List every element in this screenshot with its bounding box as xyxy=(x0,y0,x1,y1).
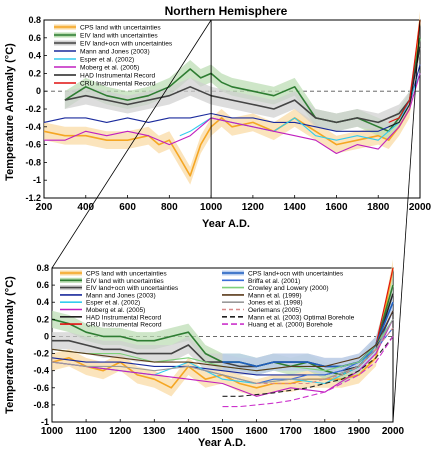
y-tick-label-bottom: 0.8 xyxy=(36,263,49,273)
y-tick-label-top: -0.4 xyxy=(25,122,41,132)
series-line-mann-and-jones-2003-top xyxy=(43,64,421,132)
legend-label-eiv-land-ocn-with-uncertainties-top: EIV land+ocn with uncertainties xyxy=(80,41,173,48)
series-line-cru-instrumental-record-top xyxy=(388,19,421,123)
series-line-eiv-land-ocn-with-uncertainties-top xyxy=(64,46,421,124)
x-tick-label-bottom: 1400 xyxy=(177,426,200,437)
legend-label-eiv-land-with-uncertainties-top: EIV land with uncertainties xyxy=(80,33,158,40)
x-tick-label-top: 1400 xyxy=(284,202,307,213)
y-tick-label-top: -1.2 xyxy=(25,193,41,203)
band-eiv-land-ocn-with-uncertainties-bottom xyxy=(52,285,393,375)
band-cps-land-with-uncertainties-top xyxy=(44,11,420,185)
y-tick-label-top: -0.2 xyxy=(25,104,41,114)
y-axis-label-bottom: Temperature Anomaly (°C) xyxy=(4,276,16,414)
x-tick-label-bottom: 1900 xyxy=(348,426,371,437)
legend-label-mann-and-jones-2003-top: Mann and Jones (2003) xyxy=(80,49,150,56)
series-line-moberg-et-al-2005-top xyxy=(44,73,421,155)
x-tick-label-bottom: 1000 xyxy=(41,426,64,437)
legend-label-cru-instrumental-record-bottom: CRU Instrumental Record xyxy=(86,322,162,329)
y-tick-label-bottom: 0.4 xyxy=(36,297,49,307)
y-tick-label-bottom: 0.6 xyxy=(36,280,49,290)
legend-label-eiv-land-ocn-with-uncertainties-bottom: EIV land+ocn with uncertainties xyxy=(86,285,179,292)
series-line-had-instrumental-record-top xyxy=(388,46,421,128)
y-tick-label-top: 0.2 xyxy=(28,68,41,78)
x-tick-label-top: 800 xyxy=(161,202,178,213)
series-line-mann-et-al-2003-optimal-borehole-bottom xyxy=(222,336,394,397)
band-eiv-land-ocn-with-uncertainties-top xyxy=(64,37,420,132)
y-tick-label-top: -1 xyxy=(33,175,41,185)
legend-label-oerlemans-2005-bottom: Oerlemans (2005) xyxy=(248,307,301,314)
legend-label-moberg-et-al-2005-top: Moberg et al. (2005) xyxy=(80,65,139,72)
x-axis-label-top: Year A.D. xyxy=(202,218,250,230)
series-line-jones-et-al-1998-bottom xyxy=(51,319,394,385)
y-tick-label-bottom: -0.8 xyxy=(33,400,49,410)
y-tick-label-top: -0.8 xyxy=(25,157,41,167)
legend-label-moberg-et-al-2005-bottom: Moberg et al. (2005) xyxy=(86,307,145,314)
chart-title: Northern Hemisphere xyxy=(165,4,288,18)
series-line-huang-et-al-2000-borehole-bottom xyxy=(222,336,394,408)
x-tick-label-top: 1200 xyxy=(242,202,265,213)
chart-top: 200 400 600 800 1000 1200 1400 1600 1800 2000 0.8 0… xyxy=(25,11,432,213)
x-tick-label-top: 200 xyxy=(36,202,53,213)
y-tick-label-bottom: -0.2 xyxy=(33,349,49,359)
y-tick-label-bottom: -0.4 xyxy=(33,366,49,376)
legend-label-cps-land-ocn-with-uncertainties-bottom: CPS land+ocn with uncertainties xyxy=(248,271,344,278)
legend-label-cps-land-with-uncertainties-top: CPS land with uncertainties xyxy=(80,25,161,32)
x-tick-label-top: 1000 xyxy=(200,202,223,213)
legend-label-mann-and-jones-2003-bottom: Mann and Jones (2003) xyxy=(86,292,156,299)
legend-label-had-instrumental-record-bottom: HAD Instrumental Record xyxy=(86,314,161,321)
x-axis-label-bottom: Year A.D. xyxy=(198,437,246,449)
y-tick-label-bottom: -1 xyxy=(41,417,49,427)
x-tick-label-top: 2000 xyxy=(409,202,432,213)
y-tick-label-top: -0.6 xyxy=(25,140,41,150)
legend-label-mann-et-al-1999-bottom: Mann et al. (1999) xyxy=(248,292,302,299)
legend-label-briffa-et-al-2001-bottom: Briffa et al. (2001) xyxy=(248,278,300,285)
legend-label-cru-instrumental-record-top: CRU Instrumental Record xyxy=(80,81,156,88)
y-tick-label-top: 0.4 xyxy=(28,51,41,61)
y-tick-label-top: 0 xyxy=(36,86,41,96)
series-line-moberg-et-al-2005-bottom xyxy=(51,319,394,397)
legend-label-crowley-and-lowery-2000-bottom: Crowley and Lowery (2000) xyxy=(248,285,329,292)
x-tick-label-bottom: 1100 xyxy=(75,426,97,437)
zoom-connector-right xyxy=(392,19,421,423)
x-tick-label-bottom: 1800 xyxy=(314,426,337,437)
x-tick-label-top: 1800 xyxy=(367,202,390,213)
legend-label-esper-et-al-2002-bottom: Esper et al. (2002) xyxy=(86,300,140,307)
zoom-connectors xyxy=(51,19,421,423)
y-tick-label-top: 0.6 xyxy=(28,33,41,43)
series-line-mann-et-al-1999-bottom xyxy=(51,310,394,372)
legend-label-jones-et-al-1998-bottom: Jones et al. (1998) xyxy=(248,300,303,307)
chart-bottom: 1000 1100 1200 1300 1400 1500 1600 1700 1800 1900… xyxy=(33,259,405,437)
x-tick-label-top: 600 xyxy=(119,202,136,213)
legend-label-mann-et-al-2003-optimal-borehole-bottom: Mann et al. (2003) Optimal Borehole xyxy=(248,314,355,321)
x-tick-label-bottom: 1500 xyxy=(211,426,234,437)
legend-label-had-instrumental-record-top: HAD Instrumental Record xyxy=(80,73,155,80)
band-eiv-land-with-uncertainties-top xyxy=(64,28,420,141)
series-line-oerlemans-2005-bottom xyxy=(256,327,394,385)
x-tick-label-bottom: 2000 xyxy=(382,426,405,437)
x-tick-label-bottom: 1600 xyxy=(245,426,268,437)
x-tick-label-bottom: 1200 xyxy=(109,426,132,437)
y-tick-label-bottom: 0 xyxy=(44,331,49,341)
series-line-cps-land-with-uncertainties-top xyxy=(43,19,421,177)
legend-label-eiv-land-with-uncertainties-bottom: EIV land with uncertainties xyxy=(86,278,164,285)
x-tick-label-bottom: 1700 xyxy=(280,426,303,437)
x-tick-label-top: 400 xyxy=(77,202,94,213)
zoom-connector-left xyxy=(51,19,212,269)
legend-label-esper-et-al-2002-top: Esper et al. (2002) xyxy=(80,57,134,64)
y-tick-label-bottom: 0.2 xyxy=(36,314,49,324)
y-tick-label-top: 0.8 xyxy=(28,15,41,25)
y-axis-label-top: Temperature Anomaly (°C) xyxy=(4,43,16,181)
legend-label-huang-et-al-2000-borehole-bottom: Huang et al. (2000) Borehole xyxy=(248,322,333,329)
y-tick-label-bottom: -0.6 xyxy=(33,383,49,393)
x-tick-label-bottom: 1300 xyxy=(143,426,166,437)
x-tick-label-top: 1600 xyxy=(325,202,348,213)
legend-label-cps-land-with-uncertainties-bottom: CPS land with uncertainties xyxy=(86,271,167,278)
